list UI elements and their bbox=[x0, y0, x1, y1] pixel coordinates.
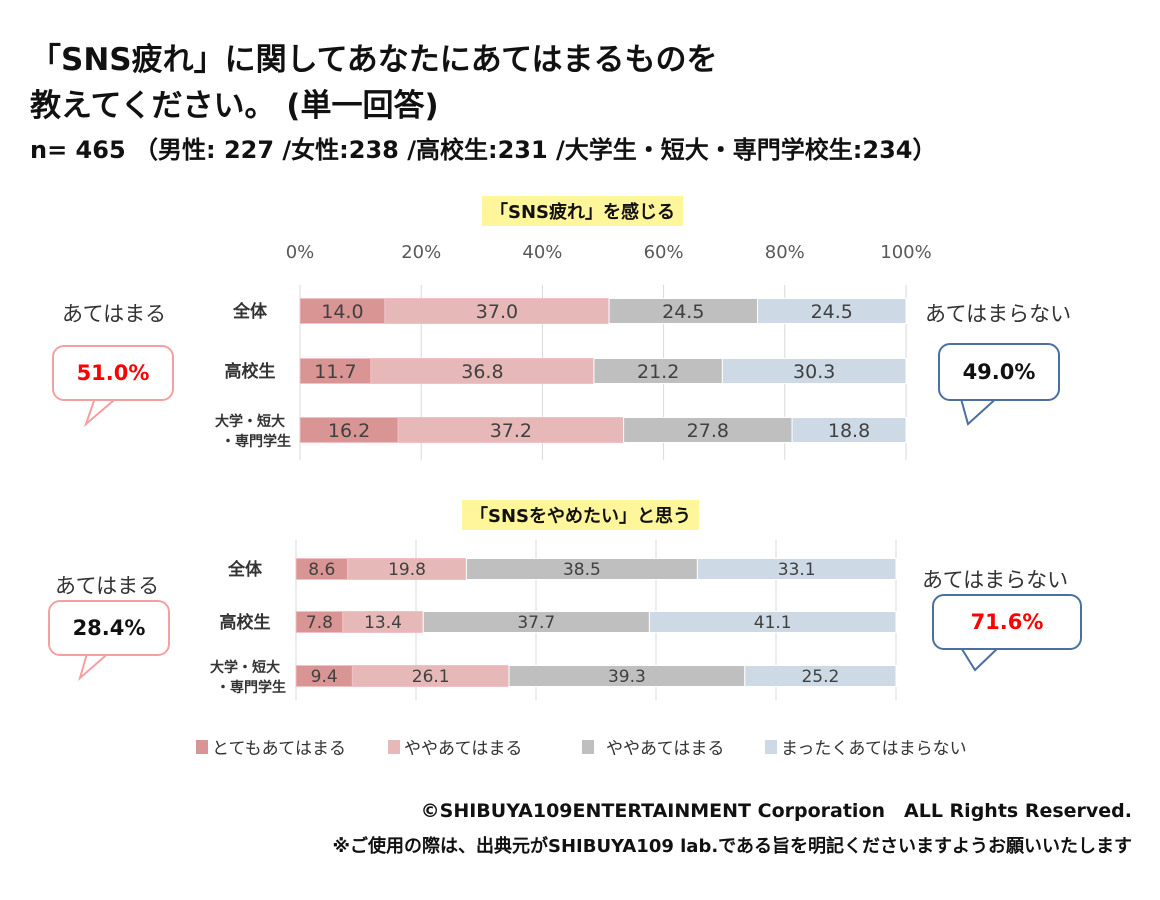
legend-swatch bbox=[582, 740, 594, 754]
data-label: 38.5 bbox=[563, 560, 601, 580]
x-tick-label: 80% bbox=[765, 242, 805, 263]
category-label: 大学・短大 bbox=[215, 413, 285, 430]
bar-segment bbox=[791, 417, 907, 443]
legend-swatch bbox=[765, 740, 777, 754]
data-label: 18.8 bbox=[828, 420, 870, 442]
data-label: 8.6 bbox=[308, 560, 335, 580]
legend-swatch bbox=[388, 740, 400, 754]
category-label: 全体 bbox=[232, 301, 268, 322]
data-label: 26.1 bbox=[412, 667, 450, 687]
category-label: 全体 bbox=[227, 559, 263, 580]
bar-segment bbox=[608, 298, 759, 324]
chart1-left-label: あてはまる bbox=[62, 302, 167, 326]
chart2-applies-bubble: 28.4% bbox=[48, 600, 170, 656]
data-label: 33.1 bbox=[778, 560, 816, 580]
chart2-left-label: あてはまる bbox=[55, 574, 160, 598]
chart2-not-applies-bubble: 71.6% bbox=[932, 594, 1082, 650]
legend-label: ややあてはまる bbox=[606, 739, 724, 759]
data-label: 24.5 bbox=[662, 301, 704, 323]
category-label: 高校生 bbox=[225, 361, 276, 382]
data-label: 37.7 bbox=[517, 613, 555, 633]
bar-segment bbox=[696, 558, 897, 580]
data-label: 11.7 bbox=[314, 361, 356, 383]
title-line-2: 教えてください。 (単一回答) bbox=[30, 88, 439, 124]
bar-segment bbox=[299, 298, 386, 324]
bubble-tail bbox=[959, 645, 1001, 672]
data-label: 39.3 bbox=[608, 667, 646, 687]
data-label: 27.8 bbox=[687, 420, 729, 442]
legend-label: ややあてはまる bbox=[404, 739, 522, 759]
category-label: ・専門学生 bbox=[216, 679, 286, 696]
legend-swatch bbox=[196, 740, 208, 754]
title-line-1: 「SNS疲れ」に関してあなたにあてはまるものを bbox=[30, 42, 718, 78]
bubble-tail bbox=[959, 394, 1001, 426]
chart1-right-label: あてはまらない bbox=[925, 302, 1072, 326]
bar-segment bbox=[397, 417, 625, 443]
data-label: 24.5 bbox=[811, 301, 853, 323]
category-label: 大学・短大 bbox=[210, 659, 280, 676]
data-label: 25.2 bbox=[801, 667, 839, 687]
legend-label: とてもあてはまる bbox=[212, 739, 346, 759]
usage-note: ※ご使用の際は、出典元がSHIBUYA109 lab.である旨を明記くださいます… bbox=[332, 836, 1133, 857]
bar-segment bbox=[721, 358, 907, 384]
data-label: 37.0 bbox=[476, 301, 518, 323]
bar-segment bbox=[648, 611, 897, 633]
x-tick-label: 0% bbox=[286, 242, 315, 263]
data-label: 30.3 bbox=[793, 361, 835, 383]
data-label: 37.2 bbox=[490, 420, 532, 442]
chart2-right-label: あてはまらない bbox=[922, 568, 1069, 592]
data-label: 9.4 bbox=[311, 667, 338, 687]
bar-segment bbox=[757, 298, 907, 324]
bar-segment bbox=[744, 665, 897, 687]
x-tick-label: 40% bbox=[522, 242, 562, 263]
x-tick-label: 20% bbox=[401, 242, 441, 263]
chart1-title: 「SNS疲れ」を感じる bbox=[482, 196, 683, 226]
chart1-not-applies-bubble: 49.0% bbox=[938, 343, 1060, 401]
subtitle: n= 465 （男性: 227 /女性:238 /高校生:231 /大学生・短大… bbox=[30, 136, 937, 164]
data-label: 19.8 bbox=[388, 560, 426, 580]
bar-segment bbox=[299, 417, 399, 443]
bar-segment bbox=[370, 358, 595, 384]
data-label: 16.2 bbox=[328, 420, 370, 442]
legend-label: まったくあてはまらない bbox=[781, 739, 967, 759]
bar-segment bbox=[384, 298, 610, 324]
bubble-tail bbox=[83, 394, 121, 428]
data-label: 41.1 bbox=[754, 613, 792, 633]
copyright: ©SHIBUYA109ENTERTAINMENT Corporation ALL… bbox=[420, 800, 1132, 822]
data-label: 13.4 bbox=[364, 613, 402, 633]
chart2-title: 「SNSをやめたい」と思う bbox=[462, 500, 699, 530]
data-label: 14.0 bbox=[321, 301, 363, 323]
data-label: 21.2 bbox=[637, 361, 679, 383]
data-label: 36.8 bbox=[461, 361, 503, 383]
data-label: 7.8 bbox=[306, 613, 333, 633]
chart1-applies-bubble: 51.0% bbox=[52, 345, 174, 401]
bar-segment bbox=[623, 417, 793, 443]
bar-segment bbox=[593, 358, 723, 384]
category-label: 高校生 bbox=[220, 612, 271, 633]
bubble-tail bbox=[78, 649, 113, 681]
x-tick-label: 100% bbox=[880, 242, 931, 263]
category-label: ・専門学生 bbox=[221, 433, 291, 450]
x-tick-label: 60% bbox=[644, 242, 684, 263]
